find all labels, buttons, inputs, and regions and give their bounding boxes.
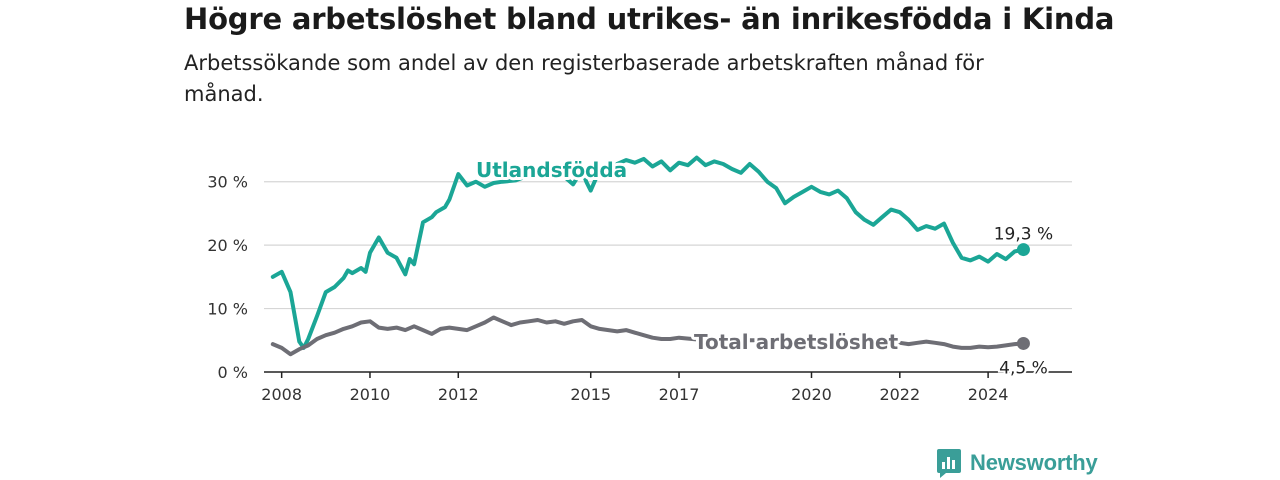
y-tick-label: 20 %	[207, 236, 248, 255]
end-value-label: 4,5 %	[999, 358, 1048, 378]
chart-subtitle: Arbetssökande som andel av den registerb…	[184, 51, 984, 106]
series-labels: Utlandsfödda Total arbetslöshet 19,3 % 4,5 …	[473, 155, 1055, 380]
newsworthy-logo: Newsworthy	[936, 448, 1098, 478]
y-tick-label: 0 %	[218, 363, 248, 382]
y-tick-label: 10 %	[207, 300, 248, 319]
bar-chart-logo-icon	[937, 449, 961, 478]
series-line-0	[270, 155, 1026, 350]
series-name-label: Total arbetslöshet	[694, 330, 899, 354]
x-tick-label: 2024	[968, 385, 1009, 404]
grid-lines	[264, 181, 1072, 310]
series-line-1	[270, 315, 1026, 357]
x-tick-label: 2015	[570, 385, 611, 404]
chart-title: Högre arbetslöshet bland utrikes- än inr…	[184, 2, 1115, 36]
series-end-point	[1016, 243, 1030, 257]
series-lines	[270, 155, 1030, 357]
x-tick-label: 2012	[438, 385, 479, 404]
y-tick-label: 30 %	[207, 173, 248, 192]
x-tick-label: 2020	[791, 385, 832, 404]
y-axis-ticks: 0 % 10 % 20 % 30 %	[207, 173, 248, 382]
brand-name: Newsworthy	[970, 450, 1098, 475]
x-tick-label: 2010	[350, 385, 391, 404]
end-value-label: 19,3 %	[994, 225, 1053, 245]
x-tick-label: 2008	[261, 385, 302, 404]
x-axis: 2008 2010 2012 2015 2017 2020 2022 2024	[261, 371, 1072, 404]
x-tick-label: 2022	[879, 385, 920, 404]
series-name-label: Utlandsfödda	[476, 158, 627, 182]
series-end-point	[1016, 336, 1030, 350]
x-tick-label: 2017	[659, 385, 700, 404]
